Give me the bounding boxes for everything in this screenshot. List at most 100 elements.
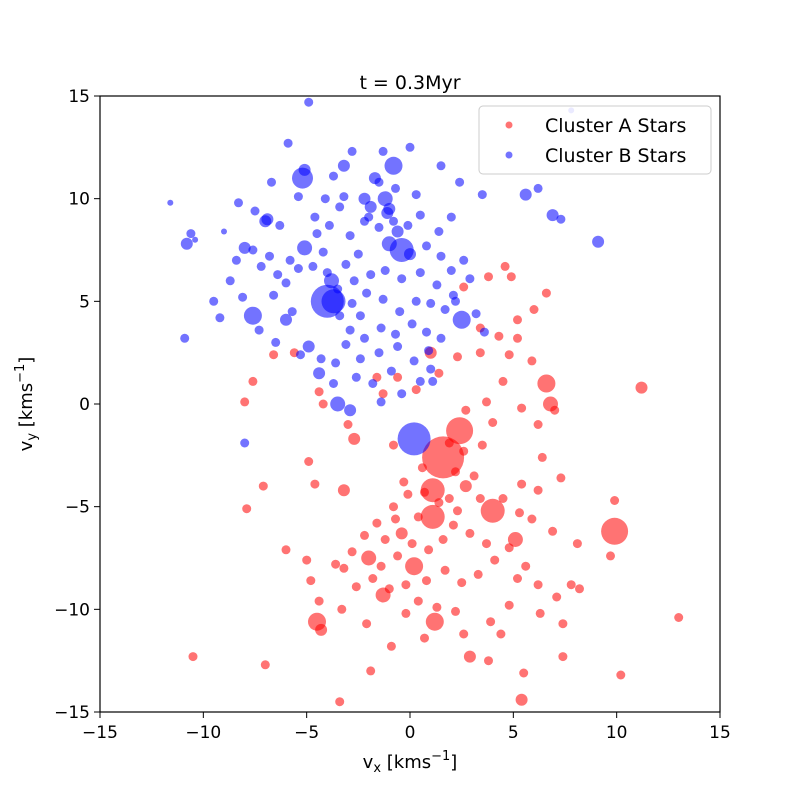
point-a-30 (498, 494, 508, 503)
point-b-59 (374, 177, 384, 187)
point-a-3 (420, 504, 445, 529)
series-cluster-b (167, 97, 605, 456)
point-a-55 (490, 555, 500, 565)
point-a-129 (401, 608, 411, 618)
point-a-93 (248, 376, 258, 386)
point-a-118 (506, 272, 516, 282)
point-b-109 (446, 212, 456, 222)
y-tick-label-0: −15 (54, 703, 90, 723)
point-a-46 (339, 563, 349, 573)
point-a-64 (424, 545, 434, 555)
y-tick-label-2: −5 (65, 498, 90, 518)
x-axis-label-close: ] (450, 752, 457, 773)
legend-label-cluster-a: Cluster A Stars (545, 115, 686, 137)
x-axis-label: vx [kms−1] (363, 749, 458, 776)
point-a-19 (515, 693, 528, 706)
point-b-75 (362, 288, 372, 298)
point-b-36 (180, 333, 190, 343)
point-b-124 (254, 325, 264, 335)
point-b-58 (391, 183, 400, 193)
x-axis-label-base: v (363, 752, 374, 773)
point-a-78 (558, 652, 568, 662)
point-b-30 (238, 241, 251, 254)
point-b-35 (167, 199, 174, 206)
point-a-103 (453, 352, 462, 362)
point-b-103 (451, 296, 460, 306)
point-b-11 (297, 240, 313, 256)
point-b-49 (341, 259, 351, 269)
point-a-105 (498, 376, 508, 386)
point-a-82 (260, 660, 270, 670)
point-a-22 (395, 527, 408, 540)
point-a-5 (601, 517, 629, 545)
point-a-56 (504, 543, 514, 553)
point-b-48 (322, 268, 332, 278)
point-b-121 (347, 146, 357, 156)
point-b-46 (318, 247, 328, 257)
point-b-19 (302, 340, 315, 353)
point-a-13 (348, 432, 361, 445)
point-b-6 (243, 306, 262, 325)
point-a-7 (425, 612, 444, 631)
point-a-70 (451, 606, 460, 616)
point-b-79 (360, 333, 369, 343)
point-a-50 (401, 580, 411, 590)
point-a-18 (188, 652, 198, 662)
point-a-87 (310, 479, 320, 489)
point-a-138 (453, 506, 462, 516)
point-b-141 (273, 270, 283, 280)
point-b-77 (335, 311, 345, 321)
point-b-17 (404, 248, 416, 261)
point-a-127 (533, 485, 543, 495)
point-a-143 (496, 629, 506, 639)
point-b-92 (351, 372, 361, 382)
point-b-18 (280, 313, 292, 326)
point-b-55 (403, 220, 413, 230)
point-b-143 (333, 284, 343, 294)
point-a-121 (616, 670, 626, 680)
point-b-8 (330, 396, 346, 412)
point-a-86 (331, 559, 341, 569)
point-a-113 (513, 315, 522, 325)
point-b-29 (259, 215, 272, 228)
point-a-128 (527, 514, 537, 524)
point-b-117 (592, 235, 605, 248)
point-a-65 (407, 539, 417, 549)
point-b-61 (320, 194, 330, 204)
legend-box (478, 105, 712, 175)
point-b-33 (186, 229, 196, 239)
point-a-126 (556, 473, 566, 483)
point-b-99 (376, 397, 386, 407)
x-axis-label-subscript: x (373, 761, 381, 776)
point-b-72 (411, 296, 421, 306)
point-b-47 (308, 261, 318, 271)
point-a-137 (420, 487, 429, 497)
plot-frame (99, 95, 721, 713)
point-b-98 (397, 389, 407, 399)
point-a-6 (405, 557, 424, 576)
point-b-21 (344, 404, 357, 417)
point-a-100 (393, 372, 403, 382)
point-a-139 (444, 494, 454, 503)
point-a-24 (475, 494, 485, 503)
point-b-63 (349, 276, 359, 286)
point-a-97 (318, 399, 328, 409)
point-a-28 (459, 446, 469, 456)
point-b-70 (440, 305, 450, 314)
point-b-24 (337, 159, 350, 172)
series-cluster-a (188, 261, 684, 707)
y-axis-label-subscript: y (25, 433, 40, 441)
point-a-85 (281, 545, 291, 555)
point-b-27 (304, 97, 314, 107)
point-b-102 (465, 274, 475, 284)
x-axis-label-unit: [kms (381, 752, 431, 773)
point-b-57 (411, 190, 421, 200)
point-b-22 (383, 202, 396, 215)
point-a-106 (482, 397, 491, 407)
point-b-71 (426, 298, 436, 308)
point-b-4 (384, 156, 403, 175)
point-b-42 (248, 245, 258, 255)
point-a-104 (475, 348, 485, 358)
x-tick-label-4: 5 (508, 723, 519, 743)
point-a-71 (459, 629, 469, 639)
